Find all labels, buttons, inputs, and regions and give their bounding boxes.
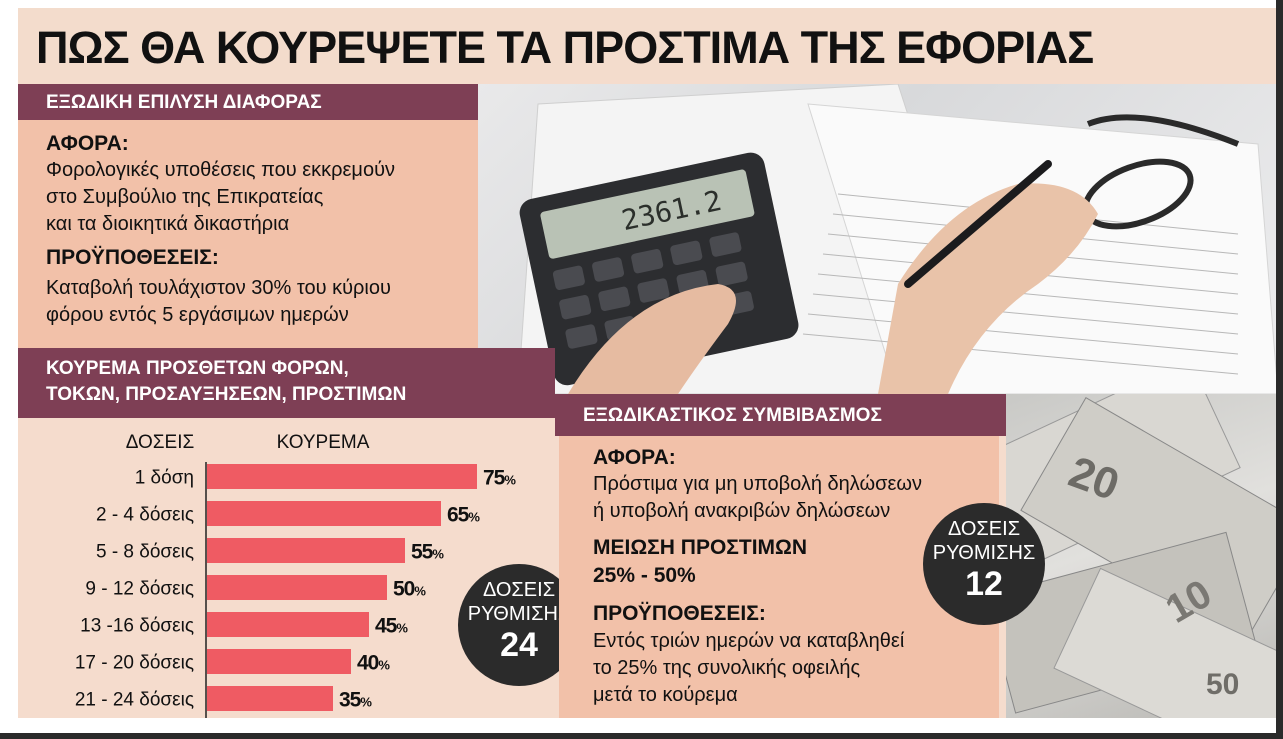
section2-header-band: ΚΟΥΡΕΜΑ ΠΡΟΣΘΕΤΩΝ ΦΟΡΩΝ, ΤΟΚΩΝ, ΠΡΟΣΑΥΞΗ… [18,348,555,418]
chart-category-label: 1 δόση [135,468,194,489]
chart-bar [207,464,477,489]
calculator-photo-drawing: 2361.2 [517,84,1278,394]
badge-24-number: 24 [500,626,538,664]
section3-conditions-line: Εντός τριών ημερών να καταβληθεί [593,630,905,652]
chart-bar [207,501,441,526]
section1-concerns-line: και τα διοικητικά δικαστήρια [46,213,290,235]
section3-conditions-label: ΠΡΟΫΠΟΘΕΣΕΙΣ: [593,602,766,625]
chart-category-label: 17 - 20 δόσεις [75,653,194,674]
page-edge-right [1276,0,1283,739]
section3-conditions-line: το 25% της συνολικής οφειλής [593,657,861,679]
section3-concerns-line: Πρόστιμα για μη υποβολή δηλώσεων [593,473,922,495]
section3-concerns-line: ή υποβολή ανακριβών δηλώσεων [593,500,891,522]
section2-header-line: ΚΟΥΡΕΜΑ ΠΡΟΣΘΕΤΩΝ ΦΟΡΩΝ, [46,358,349,379]
calculator-photo: 2361.2 [478,84,1278,394]
chart-bar [207,649,351,674]
chart-value-label: 75% [483,467,516,490]
page-edge-bottom [0,733,1283,739]
chart-panel: ΔΟΣΕΙΣ ΚΟΥΡΕΜΑ 1 δόση 75% 2 - 4 δόσεις 65% 5… [18,418,555,718]
chart-value-label: 65% [447,504,480,527]
section2-header-line: ΤΟΚΩΝ, ΠΡΟΣΑΥΞΗΣΕΩΝ, ΠΡΟΣΤΙΜΩΝ [46,384,407,405]
section3-header-band: ΕΞΩΔΙΚΑΣΤΙΚΟΣ ΣΥΜΒΙΒΑΣΜΟΣ [555,394,1006,436]
section1-concerns-line: στο Συμβούλιο της Επικρατείας [46,186,324,208]
chart-bar [207,686,333,711]
section1-conditions-line: φόρου εντός 5 εργάσιμων ημερών [46,304,349,326]
section1-conditions-label: ΠΡΟΫΠΟΘΕΣΕΙΣ: [46,246,219,269]
chart-value-label: 35% [339,689,372,712]
installments-badge-12: ΔΟΣΕΙΣ ΡΥΘΜΙΣΗΣ 12 [923,503,1045,625]
chart-col-installments: ΔΟΣΕΙΣ [126,432,195,453]
chart-value-label: 50% [393,578,426,601]
chart-value-label: 55% [411,541,444,564]
section1-concerns-line: Φορολογικές υποθέσεις που εκκρεμούν [46,159,396,181]
chart-category-label: 21 - 24 δόσεις [75,690,194,711]
section3-reduction-label: ΜΕΙΩΣΗ ΠΡΟΣΤΙΜΩΝ [593,536,808,559]
section3-conditions-line: μετά το κούρεμα [593,684,738,706]
section1-header: ΕΞΩΔΙΚΗ ΕΠΙΛΥΣΗ ΔΙΑΦΟΡΑΣ [46,92,322,113]
section1-header-band: ΕΞΩΔΙΚΗ ΕΠΙΛΥΣΗ ΔΙΑΦΟΡΑΣ [18,84,478,120]
badge-12-line2: ΡΥΘΜΙΣΗΣ [932,542,1036,564]
section1-concerns-label: ΑΦΟΡΑ: [46,132,129,155]
chart-value-label: 45% [375,615,408,638]
chart-col-cut: ΚΟΥΡΕΜΑ [277,432,370,453]
installments-badge-24: ΔΟΣΕΙΣ ΡΥΘΜΙΣΗΣ 24 [458,564,580,686]
chart-bar [207,575,387,600]
badge-24-line1: ΔΟΣΕΙΣ [482,579,556,601]
section3-concerns-label: ΑΦΟΡΑ: [593,446,676,469]
chart-category-label: 9 - 12 δόσεις [85,579,194,600]
section1-conditions-line: Καταβολή τουλάχιστον 30% του κύριου [46,277,391,299]
infographic: ΠΩΣ ΘΑ ΚΟΥΡΕΨΕΤΕ ΤΑ ΠΡΟΣΤΙΜΑ ΤΗΣ ΕΦΟΡΙΑΣ [18,8,1278,718]
chart-bar [207,538,405,563]
chart-category-label: 5 - 8 δόσεις [96,542,194,563]
badge-12-line1: ΔΟΣΕΙΣ [947,518,1021,540]
badge-24-line2: ΡΥΘΜΙΣΗΣ [467,603,571,625]
title-bar: ΠΩΣ ΘΑ ΚΟΥΡΕΨΕΤΕ ΤΑ ΠΡΟΣΤΙΜΑ ΤΗΣ ΕΦΟΡΙΑΣ [18,8,1278,80]
chart-bar [207,612,369,637]
section1-panel: ΑΦΟΡΑ: Φορολογικές υποθέσεις που εκκρεμο… [18,120,478,348]
banknotes-photo: 20 10 50 [1006,394,1278,718]
badge-12-number: 12 [965,565,1003,603]
page-title: ΠΩΣ ΘΑ ΚΟΥΡΕΨΕΤΕ ΤΑ ΠΡΟΣΤΙΜΑ ΤΗΣ ΕΦΟΡΙΑΣ [36,22,1094,73]
section3-header: ΕΞΩΔΙΚΑΣΤΙΚΟΣ ΣΥΜΒΙΒΑΣΜΟΣ [583,405,882,426]
chart-category-label: 2 - 4 δόσεις [96,505,194,526]
chart-category-label: 13 -16 δόσεις [80,616,194,637]
chart-value-label: 40% [357,652,390,675]
section3-reduction-value: 25% - 50% [593,564,696,587]
cut-bar-chart: ΔΟΣΕΙΣ ΚΟΥΡΕΜΑ 1 δόση 75%2 - 4 δόσεις 65%5… [75,432,516,718]
svg-text:50: 50 [1206,668,1239,701]
banknotes-photo-drawing: 20 10 50 [1006,394,1278,718]
